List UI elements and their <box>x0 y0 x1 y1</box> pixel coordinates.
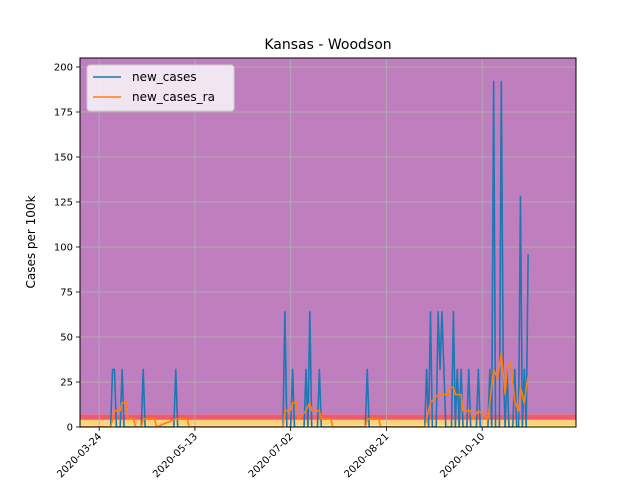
plot-frame <box>79 57 577 428</box>
background-band-2 <box>80 414 576 420</box>
legend-label: new_cases_ra <box>132 90 215 104</box>
y-tick-label: 0 <box>67 423 73 434</box>
legend: new_cases new_cases_ra <box>86 64 235 112</box>
y-tick-label: 150 <box>54 153 73 164</box>
y-tick-label: 100 <box>54 243 73 254</box>
y-tick-label: 25 <box>60 378 73 389</box>
x-tick-label: 2020-03-24 <box>55 431 104 480</box>
series-line-new-cases-ra <box>80 352 529 427</box>
legend-label: new_cases <box>132 70 197 84</box>
background-band-1 <box>80 419 576 426</box>
x-tick-label: 2020-05-13 <box>151 431 200 480</box>
x-axis: 2020-03-24 2020-05-13 2020-07-02 2020-08-21… <box>55 427 487 480</box>
y-tick-label: 75 <box>60 288 73 299</box>
legend-box <box>86 64 235 112</box>
y-axis: 0 25 50 75 100 125 150 175 200 <box>54 63 80 434</box>
y-tick-label: 50 <box>60 333 73 344</box>
background-band-0 <box>80 425 576 427</box>
series-layer <box>80 80 529 427</box>
y-tick-label: 175 <box>54 108 73 119</box>
x-tick-label: 2020-07-02 <box>247 431 296 480</box>
x-tick-label: 2020-08-21 <box>343 431 392 480</box>
y-tick-label: 125 <box>54 198 73 209</box>
y-tick-label: 200 <box>54 63 73 74</box>
chart-title: Kansas - Woodson <box>264 37 391 53</box>
y-axis-title: Cases per 100k <box>24 195 38 288</box>
x-tick-label: 2020-10-10 <box>438 431 487 480</box>
series-line-new-cases <box>80 80 529 427</box>
